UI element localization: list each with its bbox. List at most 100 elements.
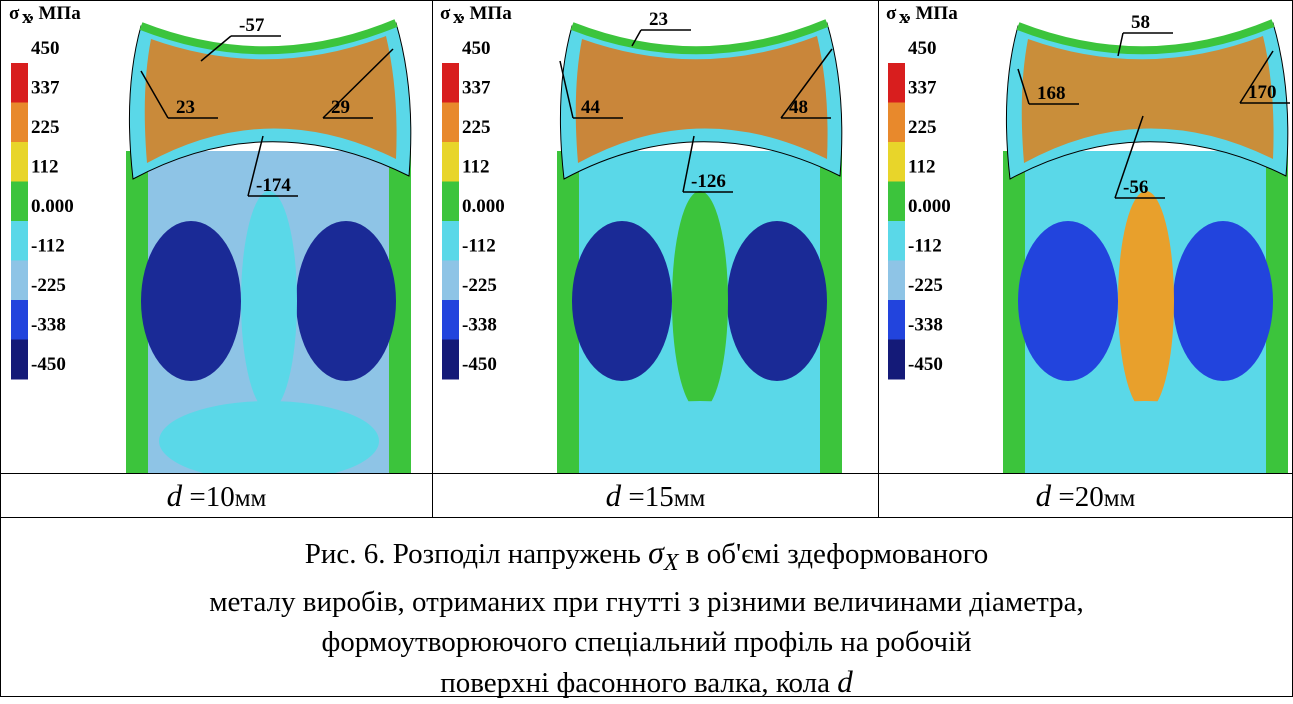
panel: σx, МПа4503372251120.000-112-225-338-450… [9,3,411,473]
subcaption-row: d =10мм d =15мм d =20мм [1,473,1292,518]
variable: d [606,478,622,513]
legend-swatch [11,340,28,380]
legend-label: 450 [31,38,60,59]
legend-label: -225 [908,275,943,296]
region [1018,221,1118,381]
legend-label: -112 [462,236,496,257]
annotation: 170 [1248,82,1277,103]
legend-swatch [11,261,28,301]
divider [432,474,433,518]
legend-label: -450 [462,354,497,375]
legend-label: -338 [462,315,497,336]
unit: мм [235,485,267,512]
legend-swatch [11,300,28,340]
annotation: 48 [789,97,808,118]
region [1118,191,1174,411]
divider [878,474,879,518]
unit: мм [1104,485,1136,512]
text: поверхні фасонного валка, кола [440,667,830,699]
legend-label: -112 [31,236,65,257]
legend-swatch [442,340,459,380]
annotation: 44 [581,97,601,118]
region [572,221,672,381]
legend-label: 0.000 [908,196,951,217]
legend-swatch [11,182,28,222]
legend-swatch [888,63,905,103]
legend-label: 337 [462,78,491,99]
legend-label: 225 [31,117,60,138]
legend-label: 337 [31,78,60,99]
caption-line: металу виробів, отриманих при гнутті з р… [1,583,1292,623]
annotation: 23 [176,97,195,118]
region [1173,221,1273,381]
legend-swatch [888,300,905,340]
legend-label: 450 [462,38,491,59]
legend-label: 337 [908,78,937,99]
legend-swatch [888,182,905,222]
legend-swatch [888,221,905,261]
legend-title-unit: , МПа [460,3,512,24]
subcaption: d =10мм [1,474,432,518]
legend-label: 0.000 [462,196,505,217]
figure: σx, МПа4503372251120.000-112-225-338-450… [0,0,1293,697]
annotation: 168 [1037,83,1066,104]
legend-title: σ [9,3,20,24]
legend-label: 112 [908,157,935,178]
legend-swatch [442,221,459,261]
legend-swatch [888,142,905,182]
subscript: X [664,550,679,576]
legend-label: 112 [462,157,489,178]
legend-swatch [888,340,905,380]
subcaption: d =15мм [433,474,878,518]
legend-label: -338 [31,315,66,336]
variable: d [1036,478,1052,513]
region [672,191,728,411]
subcaption: d =20мм [879,474,1292,518]
caption-line: поверхні фасонного валка, кола d [1,662,1292,704]
legend-title-unit: , МПа [906,3,958,24]
legend-label: -450 [31,354,66,375]
annotation: -56 [1123,177,1148,198]
legend-title-unit: , МПа [29,3,81,24]
text: Рис. 6. Розподіл напружень [305,538,641,570]
legend-label: 112 [31,157,58,178]
symbol: d [837,664,853,699]
annotation: 23 [649,9,668,30]
legend-swatch [442,300,459,340]
unit: мм [674,485,706,512]
legend-swatch [442,261,459,301]
legend-swatch [888,261,905,301]
variable: d [167,478,183,513]
legend-title: σ [886,3,897,24]
legend-swatch [11,103,28,143]
annotation: -174 [256,175,291,196]
legend-label: -225 [462,275,497,296]
panel: σx, МПа4503372251120.000-112-225-338-450… [440,3,842,473]
legend-label: -112 [908,236,942,257]
region [296,221,396,381]
symbol: σ [648,534,664,570]
value: =20 [1058,481,1103,513]
region [141,221,241,381]
legend-swatch [11,63,28,103]
value: =10 [189,481,234,513]
annotation: -57 [239,15,265,36]
legend-swatch [442,182,459,222]
legend-swatch [442,63,459,103]
caption-line: Рис. 6. Розподіл напружень σX в об'ємі з… [1,533,1292,583]
region [241,191,297,411]
legend-label: -225 [31,275,66,296]
legend-label: -450 [908,354,943,375]
legend-swatch [442,103,459,143]
caption: Рис. 6. Розподіл напружень σX в об'ємі з… [1,517,1292,697]
legend-label: 225 [908,117,937,138]
caption-line: формоутворюючого спеціальний профіль на … [1,623,1292,663]
region [727,221,827,381]
annotation: -126 [691,171,726,192]
value: =15 [628,481,673,513]
legend-label: 225 [462,117,491,138]
legend-swatch [11,142,28,182]
legend-swatch [888,103,905,143]
